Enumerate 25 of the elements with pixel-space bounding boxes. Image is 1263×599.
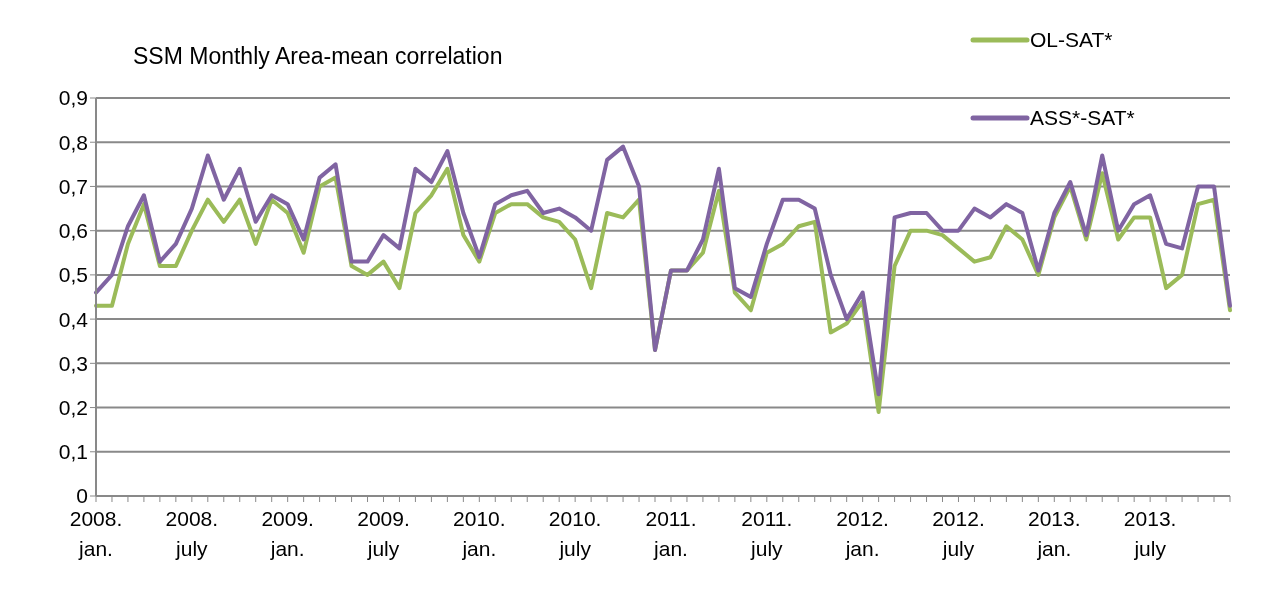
x-tick-label: 2008. july [165,507,219,560]
legend-label: OL-SAT* [1030,28,1113,52]
x-tick-label: 2012. jan. [836,507,889,560]
y-tick-label: 0,9 [58,86,88,110]
y-tick-label: 0,7 [58,174,88,198]
x-tick-label: 2010. jan. [453,507,506,560]
x-tick-label: 2013. july [1123,507,1177,560]
legend-label: ASS*-SAT* [1030,106,1135,130]
x-tick-label: 2013. jan. [1028,507,1081,560]
y-tick-label: 0,2 [58,396,88,420]
x-tick-label: 2011. jan. [645,507,697,560]
y-tick-label: 0,3 [58,351,88,375]
x-tick-label: 2009. jan. [261,507,314,560]
x-tick-label: 2012. july [932,507,985,560]
x-tick-label: 2008. jan. [69,507,123,560]
x-tick-label: 2011. july [741,507,793,560]
x-tick-label: 2009. july [357,507,410,560]
y-tick-label: 0,6 [58,219,88,243]
chart-title: SSM Monthly Area-mean correlation [133,43,503,70]
y-tick-label: 0,5 [58,263,88,287]
y-tick-label: 0 [76,484,88,508]
y-tick-label: 0,1 [58,440,88,464]
x-tick-label: 2010. july [548,507,602,560]
y-tick-label: 0,4 [58,307,89,331]
y-tick-label: 0,8 [58,130,88,154]
